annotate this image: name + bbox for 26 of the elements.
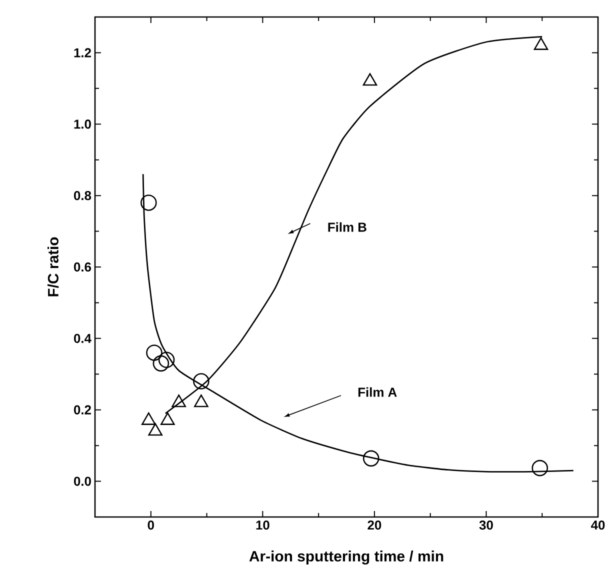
annotation: Film B (328, 222, 366, 232)
point (362, 73, 378, 86)
x-tick-label: 40 (591, 520, 605, 530)
y-tick-label: 0.8 (74, 190, 92, 200)
point (362, 450, 380, 467)
point (146, 344, 162, 361)
x-axis-title: Ar-ion sputtering time / min (249, 550, 444, 565)
point (140, 194, 157, 211)
annotation: Film A (358, 387, 397, 397)
x-tick-label: 0 (148, 520, 154, 530)
y-tick-label: 0.0 (74, 476, 91, 486)
x-tick-label: 30 (479, 520, 493, 530)
point (158, 352, 175, 368)
x-tick-label: 10 (256, 520, 270, 530)
point (172, 394, 186, 408)
y-tick-label: 0.2 (74, 405, 91, 414)
x-tick-label: 20 (368, 520, 382, 530)
point (152, 355, 170, 372)
y-axis-title: F/C ratio (48, 237, 59, 296)
point (193, 373, 210, 390)
y-tick-label: 0.4 (74, 334, 92, 344)
y-tick-label: 0.6 (74, 262, 92, 272)
point (194, 394, 208, 408)
y-tick-label: 1.0 (74, 120, 91, 129)
y-tick-label: 1.2 (74, 48, 91, 58)
point (532, 460, 548, 476)
